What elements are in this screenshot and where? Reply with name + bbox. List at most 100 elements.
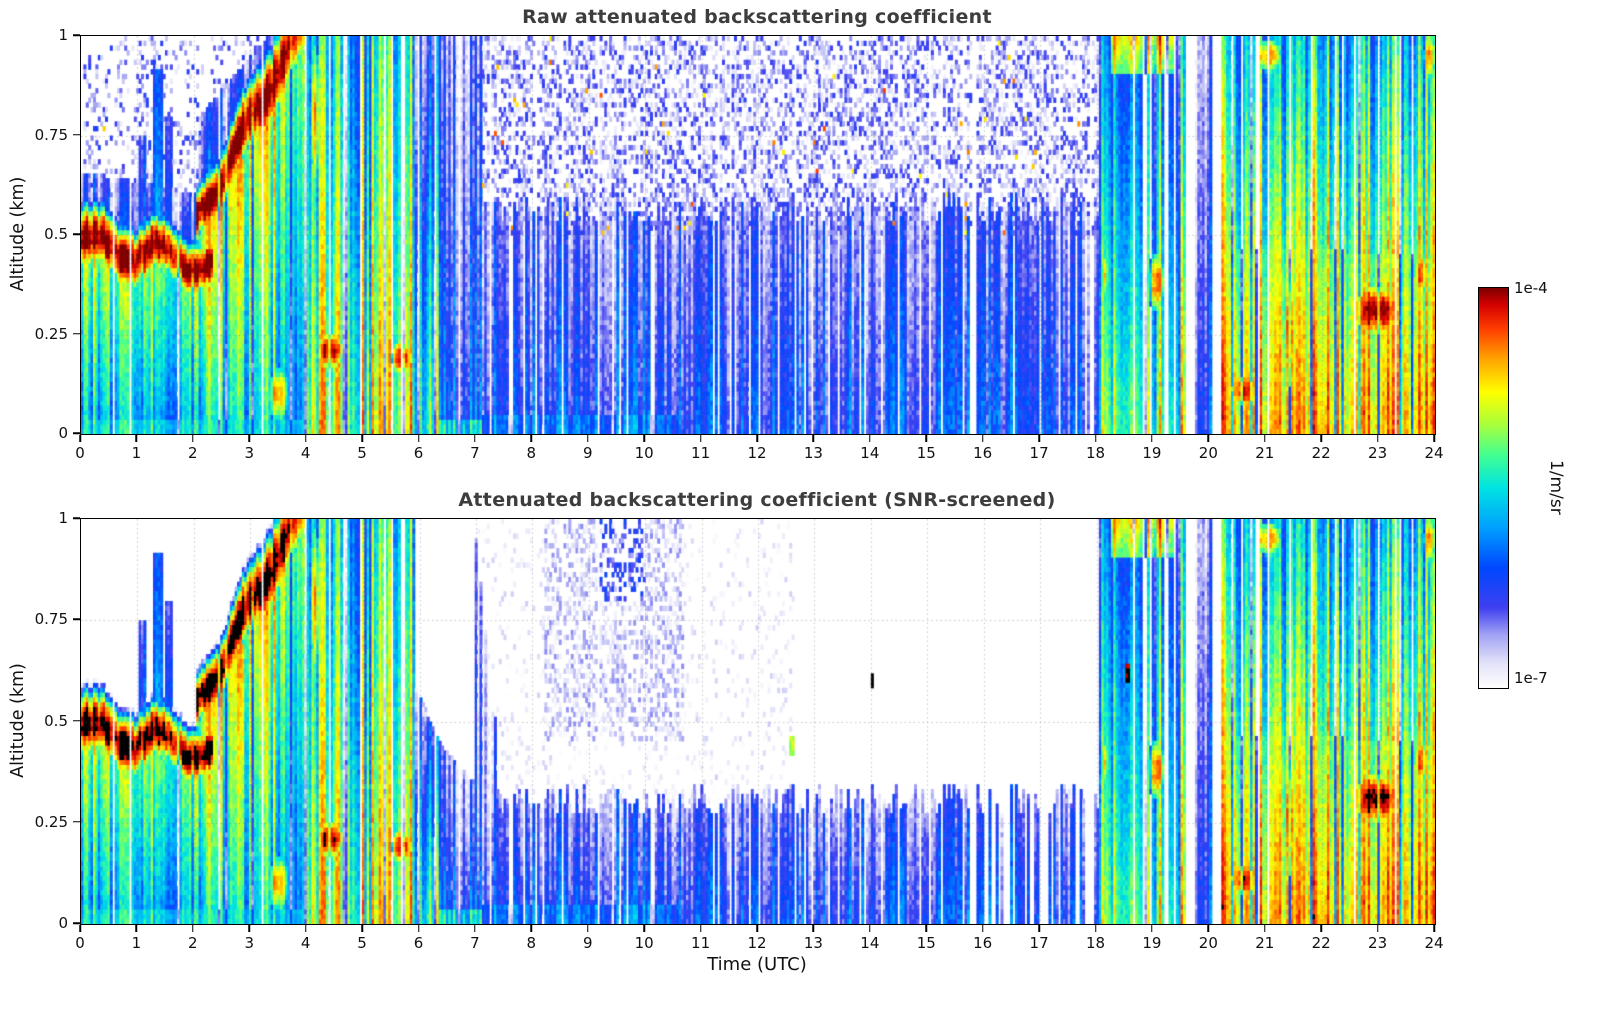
x-tick-mark xyxy=(79,435,81,442)
x-tick-mark xyxy=(1151,925,1153,932)
y-tick-label: 0.75 xyxy=(34,125,68,144)
x-tick-label: 24 xyxy=(1424,444,1444,462)
x-tick-mark xyxy=(869,925,871,932)
x-tick-mark xyxy=(1433,925,1435,932)
x-tick-label: 20 xyxy=(1198,934,1218,952)
y-tick-mark xyxy=(73,618,80,620)
x-tick-label: 21 xyxy=(1255,934,1275,952)
x-tick-label: 16 xyxy=(973,934,993,952)
x-tick-label: 0 xyxy=(75,444,85,462)
x-tick-mark xyxy=(474,925,476,932)
y-tick-label: 0.25 xyxy=(34,812,68,831)
x-tick-mark xyxy=(812,435,815,442)
x-tick-mark xyxy=(135,435,138,442)
y-tick-mark xyxy=(73,34,80,36)
x-tick-label: 23 xyxy=(1368,934,1388,952)
x-tick-mark xyxy=(812,925,815,932)
x-tick-mark xyxy=(925,925,927,932)
x-tick-mark xyxy=(1038,925,1040,932)
colorbar-min-label: 1e-7 xyxy=(1514,669,1548,687)
panel-title-raw: Raw attenuated backscattering coefficien… xyxy=(522,6,992,28)
x-tick-mark xyxy=(981,925,984,932)
x-tick-mark xyxy=(699,435,702,442)
x-tick-mark xyxy=(699,925,702,932)
x-tick-mark xyxy=(192,435,194,442)
x-tick-label: 12 xyxy=(747,444,767,462)
colorbar-unit-label: 1/m/sr xyxy=(1546,459,1566,515)
y-tick-mark xyxy=(73,233,80,235)
x-tick-label: 17 xyxy=(1029,934,1049,952)
colorbar-canvas xyxy=(1478,287,1509,689)
x-tick-mark xyxy=(1038,435,1040,442)
x-axis-ticks: 0 1 2 3 4 5 6 7 8 9 10 11 12 13 14 15 16 17 18 19 20 21 22 23 24 xyxy=(75,435,1444,465)
x-tick-mark xyxy=(1207,435,1210,442)
x-tick-mark xyxy=(192,925,194,932)
x-tick-mark xyxy=(1264,925,1266,932)
x-tick-label: 0 xyxy=(75,934,85,952)
x-tick-mark xyxy=(1376,435,1379,442)
y-tick-label: 0.25 xyxy=(34,324,68,343)
x-tick-mark xyxy=(304,435,307,442)
x-tick-mark xyxy=(756,925,758,932)
x-tick-label: 7 xyxy=(470,934,480,952)
x-tick-mark xyxy=(1433,435,1435,442)
heatmap-canvas-raw xyxy=(80,35,1436,435)
x-tick-label: 5 xyxy=(357,934,367,952)
x-tick-mark xyxy=(417,925,420,932)
x-tick-mark xyxy=(587,435,589,442)
x-tick-mark xyxy=(1264,435,1266,442)
x-tick-label: 13 xyxy=(803,934,823,952)
x-tick-mark xyxy=(79,925,81,932)
x-tick-label: 18 xyxy=(1085,934,1106,952)
x-tick-mark xyxy=(417,435,420,442)
x-tick-mark xyxy=(248,435,250,442)
x-tick-mark xyxy=(361,435,363,442)
x-tick-mark xyxy=(1094,925,1097,932)
x-tick-mark xyxy=(135,925,138,932)
x-tick-label: 19 xyxy=(1142,444,1162,462)
x-tick-mark xyxy=(643,435,645,442)
x-tick-label: 11 xyxy=(691,444,711,462)
y-tick-label: 0.5 xyxy=(44,225,68,243)
x-tick-mark xyxy=(530,435,533,442)
x-tick-label: 14 xyxy=(860,444,880,462)
x-tick-label: 3 xyxy=(244,934,255,952)
y-tick-mark xyxy=(73,517,80,519)
x-tick-mark xyxy=(925,435,927,442)
x-tick-mark xyxy=(869,435,871,442)
x-tick-label: 6 xyxy=(413,444,424,462)
x-tick-label: 19 xyxy=(1142,934,1162,952)
x-tick-label: 24 xyxy=(1424,934,1444,952)
x-tick-label: 4 xyxy=(300,934,311,952)
x-tick-mark xyxy=(587,925,589,932)
x-tick-mark xyxy=(1207,925,1210,932)
x-tick-mark xyxy=(1376,925,1379,932)
x-tick-label: 8 xyxy=(526,444,537,462)
x-tick-label: 14 xyxy=(860,934,880,952)
y-tick-label: 0.5 xyxy=(44,711,68,730)
x-tick-label: 10 xyxy=(634,444,654,462)
x-tick-label: 17 xyxy=(1029,444,1049,462)
x-tick-label: 23 xyxy=(1368,444,1388,462)
y-tick-label: 1 xyxy=(58,26,68,44)
x-tick-label: 11 xyxy=(691,934,711,952)
x-tick-mark xyxy=(304,925,307,932)
y-tick-mark xyxy=(73,821,80,823)
y-tick-mark xyxy=(73,432,80,434)
x-tick-mark xyxy=(248,925,250,932)
panel-title-screened: Attenuated backscattering coefficient (S… xyxy=(458,489,1056,511)
x-tick-mark xyxy=(981,435,984,442)
colorbar-max-label: 1e-4 xyxy=(1514,279,1548,297)
x-tick-label: 1 xyxy=(131,444,142,462)
y-tick-label: 0 xyxy=(58,424,68,442)
x-tick-label: 10 xyxy=(634,934,654,952)
x-tick-mark xyxy=(530,925,533,932)
y-tick-mark xyxy=(73,922,80,924)
x-tick-mark xyxy=(1320,435,1322,442)
x-tick-label: 12 xyxy=(747,934,767,952)
x-tick-label: 4 xyxy=(300,444,311,462)
x-tick-label: 21 xyxy=(1255,444,1275,462)
y-tick-mark xyxy=(73,332,80,335)
y-tick-mark xyxy=(73,133,80,136)
